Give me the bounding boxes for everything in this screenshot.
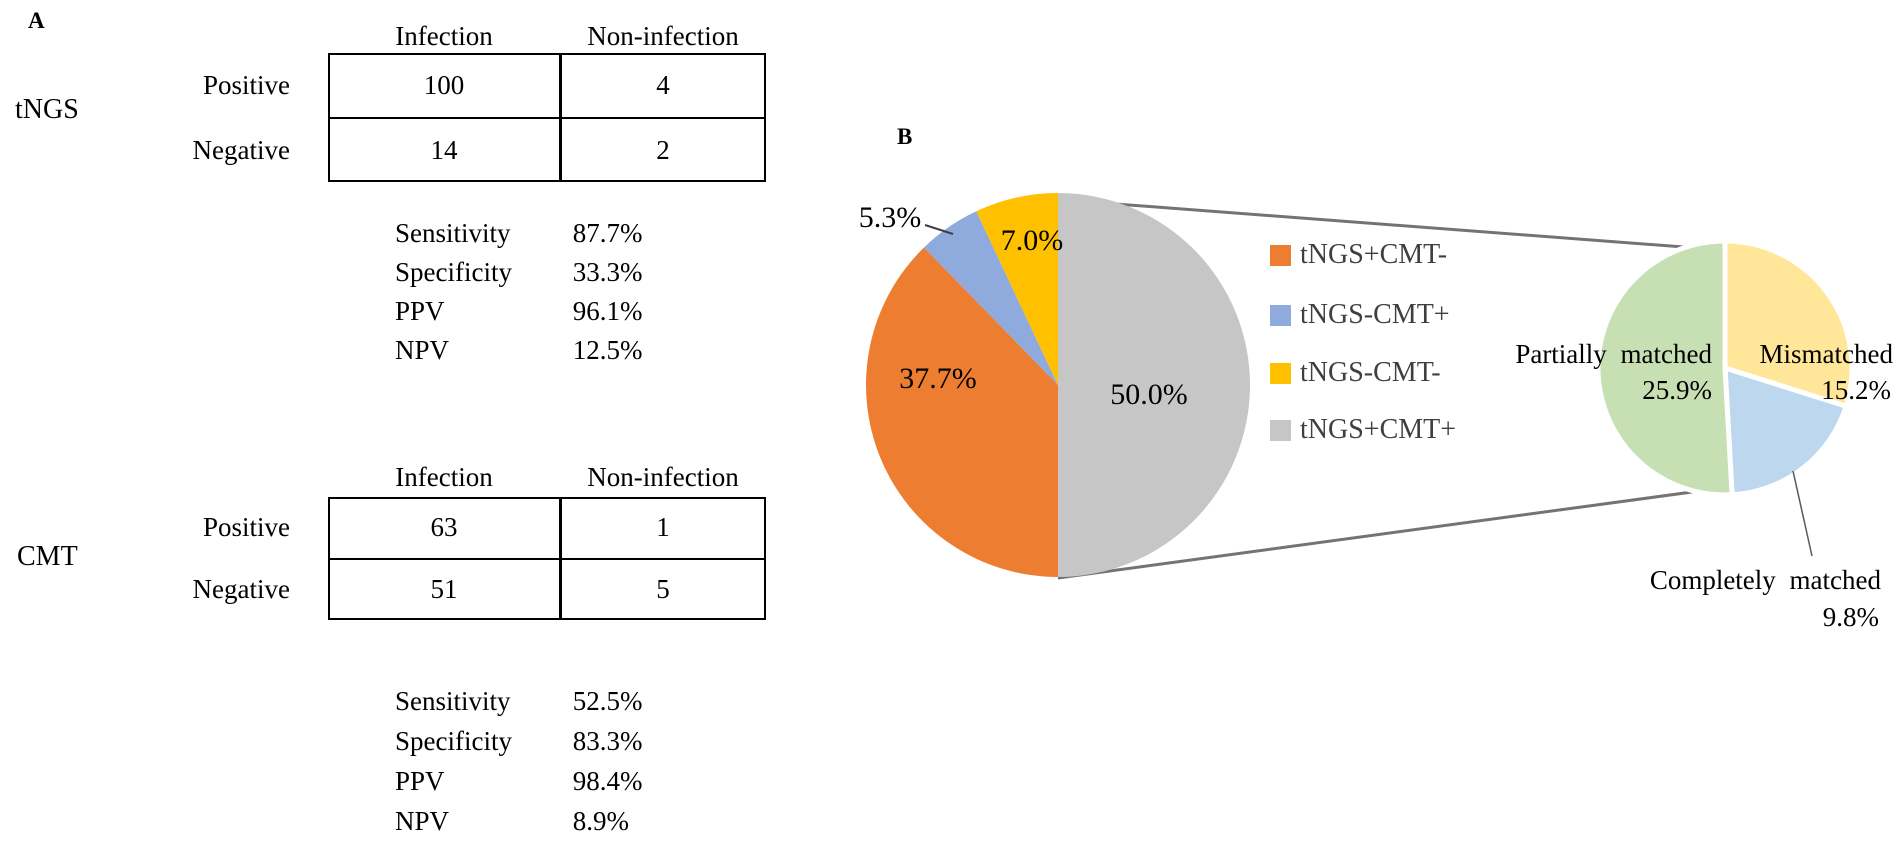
tngs-row-header-positive: Positive — [202, 70, 290, 100]
pie-slice-tngs-cmt — [1058, 193, 1250, 577]
cmt-stat-ppv: PPV 98.4% — [395, 768, 643, 795]
tngs-cell-tp: 100 — [423, 70, 465, 100]
zoom-connector-bottom-line — [1057, 490, 1693, 580]
tngs-assay-label: tNGS — [15, 94, 79, 125]
pie-slice-tngs-cmt — [924, 211, 1058, 385]
tngs-cell-tn: 2 — [656, 135, 670, 165]
completely-matched-label: Completely matched — [1649, 565, 1881, 595]
cmt-cell-tp: 63 — [430, 512, 458, 542]
tngs-col-header-infection: Infection — [395, 21, 493, 51]
legend-swatch-icon — [1270, 362, 1291, 384]
stat-value: 52.5% — [572, 686, 643, 716]
pie-slice-tngs-cmt — [866, 247, 1058, 577]
mismatched-label: Mismatched — [1759, 339, 1893, 369]
stat-label: PPV — [395, 766, 445, 796]
stat-value: 96.1% — [572, 296, 643, 326]
blue-slice-leader-line — [924, 224, 954, 235]
cmt-row-header-negative: Negative — [192, 574, 290, 604]
big-pie-gray-pct-label: 50.0% — [1110, 378, 1188, 411]
stat-label: Sensitivity — [395, 218, 511, 248]
legend-label: tNGS+CMT+ — [1300, 414, 1457, 445]
completely-matched-leader-line — [1792, 470, 1813, 557]
tngs-stat-specificity: Specificity 33.3% — [395, 259, 643, 286]
pie-slice-partially-matched — [1595, 238, 1735, 498]
legend-label: tNGS-CMT- — [1300, 357, 1441, 388]
legend-item-tngs-pos-cmt-pos: tNGS+CMT+ — [1270, 416, 1456, 444]
stat-value: 8.9% — [572, 806, 629, 836]
tngs-cell-fn: 14 — [430, 135, 458, 165]
cmt-stat-npv: NPV 8.9% — [395, 808, 629, 835]
cmt-stat-specificity: Specificity 83.3% — [395, 728, 643, 755]
legend-swatch-icon — [1270, 304, 1291, 326]
cmt-table-row-divider — [330, 557, 764, 560]
pie-slice-completely-matched — [1722, 365, 1849, 498]
legend-item-tngs-pos-cmt-neg: tNGS+CMT- — [1270, 241, 1447, 269]
tngs-row-header-negative: Negative — [192, 135, 290, 165]
tngs-stat-sensitivity: Sensitivity 87.7% — [395, 220, 643, 247]
stat-value: 83.3% — [572, 726, 643, 756]
tngs-col-header-non-infection: Non-infection — [587, 21, 739, 51]
stat-label: Specificity — [395, 257, 512, 287]
mismatched-pct: 15.2% — [1821, 375, 1891, 405]
stat-label: Specificity — [395, 726, 512, 756]
completely-matched-pct: 9.8% — [1822, 602, 1879, 632]
partially-matched-label: Partially matched — [1515, 339, 1712, 369]
stat-label: PPV — [395, 296, 445, 326]
tngs-table-row-divider — [330, 116, 764, 119]
cmt-assay-label: CMT — [17, 541, 78, 572]
partially-matched-pct: 25.9% — [1642, 375, 1712, 405]
tngs-stat-ppv: PPV 96.1% — [395, 298, 643, 325]
cmt-cell-fn: 51 — [430, 574, 458, 604]
panel-b-label: B — [897, 124, 914, 149]
cmt-stat-sensitivity: Sensitivity 52.5% — [395, 688, 643, 715]
stat-value: 12.5% — [572, 335, 643, 365]
big-pie-orange-pct-label: 37.7% — [899, 362, 977, 395]
pie-slice-tngs-cmt — [976, 193, 1058, 385]
cmt-table-box — [328, 497, 766, 620]
cmt-cell-tn: 5 — [656, 574, 670, 604]
legend-label: tNGS-CMT+ — [1300, 299, 1450, 330]
zoom-connector-top-line — [1062, 198, 1698, 250]
legend-swatch-icon — [1270, 244, 1291, 266]
cmt-cell-fp: 1 — [656, 512, 670, 542]
panel-a-label: A — [28, 8, 46, 33]
legend-swatch-icon — [1270, 419, 1291, 441]
stat-label: Sensitivity — [395, 686, 511, 716]
cmt-col-header-non-infection: Non-infection — [587, 462, 739, 492]
legend-item-tngs-neg-cmt-neg: tNGS-CMT- — [1270, 359, 1441, 387]
stat-label: NPV — [395, 335, 450, 365]
matching-pie — [1595, 238, 1855, 498]
tngs-table-box — [328, 53, 766, 182]
big-pie-yellow-pct-label: 7.0% — [1000, 224, 1064, 257]
cmt-row-header-positive: Positive — [202, 512, 290, 542]
pie-slice-mismatched — [1722, 238, 1855, 409]
stat-value: 87.7% — [572, 218, 643, 248]
legend-label: tNGS+CMT- — [1300, 239, 1448, 270]
tngs-cell-fp: 4 — [656, 70, 670, 100]
tngs-stat-npv: NPV 12.5% — [395, 337, 643, 364]
concordance-pie — [866, 193, 1250, 577]
cmt-col-header-infection: Infection — [395, 462, 493, 492]
big-pie-blue-pct-label: 5.3% — [858, 201, 922, 234]
stat-value: 33.3% — [572, 257, 643, 287]
stat-value: 98.4% — [572, 766, 643, 796]
legend-item-tngs-neg-cmt-pos: tNGS-CMT+ — [1270, 301, 1450, 329]
stat-label: NPV — [395, 806, 450, 836]
